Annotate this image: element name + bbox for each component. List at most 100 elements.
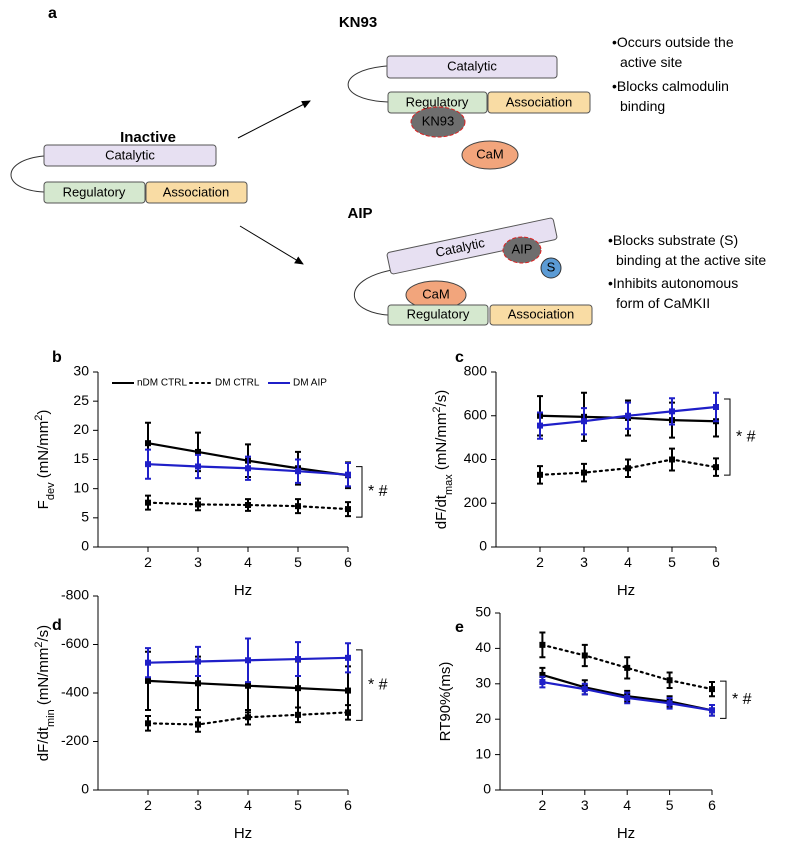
y-axis-title-part: RT90%(ms) [437,662,454,742]
y-tick-label: 0 [483,781,491,797]
bracket [356,466,363,518]
y-tick-label: 10 [73,479,89,495]
catalytic-domain [386,55,558,79]
regulatory-domain [43,181,146,204]
arrow [237,100,311,139]
inhibitor [410,106,466,138]
data-point [666,700,673,707]
data-point [709,686,715,693]
x-tick-label: 6 [708,797,716,813]
y-tick-label: -400 [61,684,89,700]
state-title: AIP [347,205,372,222]
x-tick-label: 4 [624,554,632,570]
y-tick-label: 400 [464,450,488,466]
y-axis-title: dF/dtmin (mN/mm2/s) [33,625,57,761]
data-point [669,408,675,415]
y-tick-label: -800 [61,587,89,603]
y-tick-label: 0 [81,781,89,797]
x-tick-label: 2 [536,554,544,570]
y-axis-title-part: min [45,709,57,727]
inhibitor-label: KN93 [422,113,455,128]
x-axis-title: Hz [234,582,252,599]
y-axis-title-part: /s) [433,390,450,407]
y-axis-title: dF/dtmax (mN/mm2/s) [431,390,455,529]
x-tick-label: 4 [244,554,252,570]
domain-label: Regulatory [63,184,126,199]
y-tick-label: 25 [73,392,89,408]
y-tick-label: 0 [479,538,487,554]
x-tick-label: 6 [344,797,352,813]
data-point [713,464,719,471]
y-tick-label: 10 [475,745,491,761]
y-tick-label: 800 [464,363,488,379]
data-point [195,463,201,470]
legend-label: DM CTRL [215,378,260,389]
data-point [195,501,201,508]
x-tick-label: 2 [144,797,152,813]
data-point [295,503,301,510]
x-tick-label: 3 [194,797,202,813]
y-axis-title-part: 2 [431,406,443,412]
note: active site [620,54,682,70]
cam-label: CaM [476,146,503,161]
y-axis-title: RT90%(ms) [437,662,454,742]
panel-label: a [48,5,57,22]
bracket [724,398,731,476]
x-axis-title: Hz [234,825,252,842]
data-point [539,671,546,678]
cam-label: CaM [422,286,449,301]
series-line [146,711,350,726]
data-point [581,686,588,693]
substrate-label: S [547,259,556,274]
data-point [345,709,351,716]
data-point [537,422,543,429]
annotation: * # [736,428,756,445]
data-point [539,679,546,686]
state-title: Inactive [120,129,176,146]
data-point [295,685,301,692]
y-tick-label: 30 [73,363,89,379]
x-tick-label: 4 [244,797,252,813]
y-tick-label: -200 [61,732,89,748]
y-axis-title-part: dF/dt [433,494,450,529]
linker [347,65,389,103]
data-point [624,664,631,671]
data-point [345,687,351,694]
data-point [145,499,151,506]
panel-label: b [52,349,62,366]
x-tick-label: 5 [294,554,302,570]
data-point [345,506,351,513]
y-axis-title-part: /s) [35,625,52,642]
data-point [581,469,587,476]
series-line [538,458,718,476]
legend-label: DM AIP [293,378,327,389]
data-point [624,694,631,701]
inhibitor-label: AIP [512,241,533,256]
y-tick-label: 50 [475,604,491,620]
state-title: KN93 [339,14,377,31]
diagram: a Inactive Catalytic Regulatory Associat… [10,5,766,326]
data-point [666,677,673,684]
y-tick-label: 15 [73,450,89,466]
data-point [245,465,251,472]
data-point [145,677,151,684]
panel-label: d [52,617,62,634]
x-tick-label: 3 [580,554,588,570]
y-axis-title-part: (mN/mm [35,421,52,483]
domain-label: Association [163,184,229,199]
data-point [145,440,151,447]
x-tick-label: 4 [623,797,631,813]
data-point [245,714,251,721]
data-point [345,654,351,661]
x-axis-title: Hz [617,825,635,842]
domain-label: Catalytic [105,147,155,162]
panel-label: c [455,349,464,366]
data-point [539,641,546,648]
y-tick-label: -600 [61,635,89,651]
annotation: * # [368,676,388,693]
y-tick-label: 20 [73,421,89,437]
x-tick-label: 6 [712,554,720,570]
x-tick-label: 5 [668,554,676,570]
note: •Inhibits autonomous [608,275,738,291]
